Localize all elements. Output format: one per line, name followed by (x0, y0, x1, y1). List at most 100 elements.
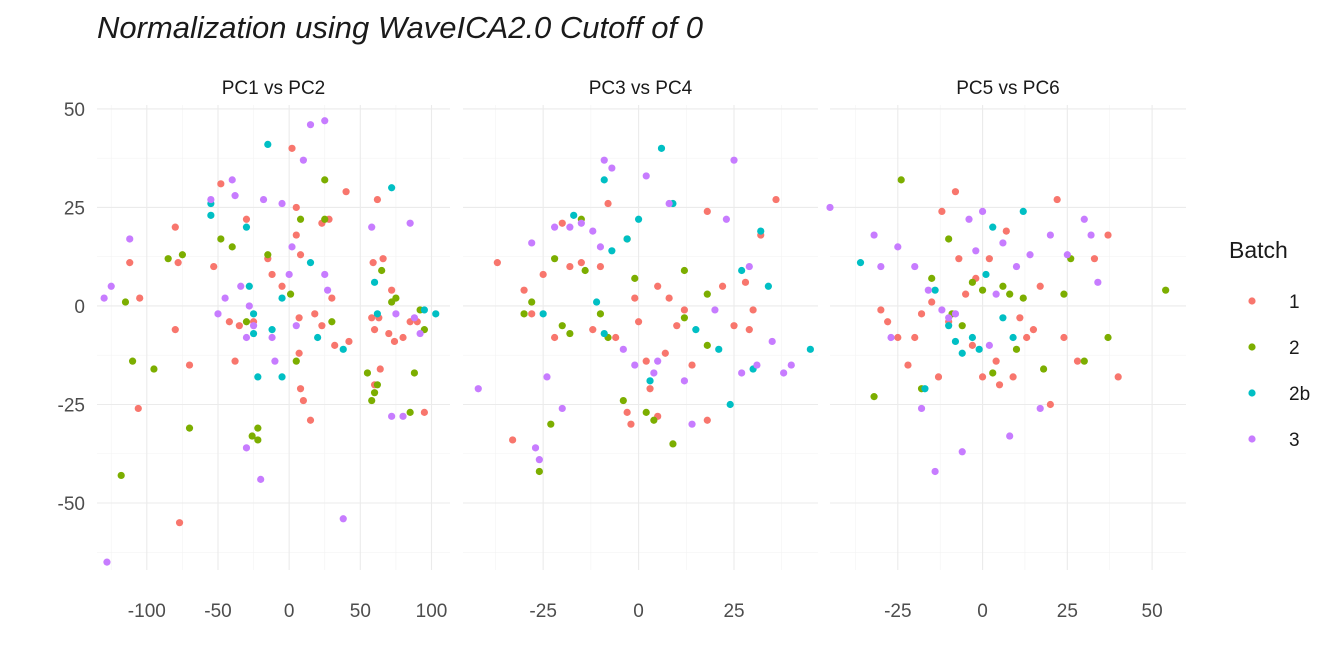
data-point-batch-3 (207, 195, 215, 204)
x-tick-label: 50 (1142, 601, 1163, 622)
data-point-batch-1 (955, 255, 963, 263)
data-point-batch-1 (627, 420, 635, 428)
data-point-batch-3 (278, 199, 286, 208)
data-point-batch-1 (134, 404, 142, 413)
data-point-batch-2 (558, 322, 566, 330)
data-point-batch-2 (631, 274, 639, 282)
data-point-batch-1 (306, 416, 315, 424)
data-point-batch-1 (175, 519, 184, 527)
data-point-batch-2b (646, 377, 654, 385)
data-point-batch-2b (249, 310, 258, 318)
data-point-batch-2b (245, 282, 253, 290)
data-point-batch-2b (657, 144, 666, 152)
data-point-batch-1 (174, 259, 182, 267)
data-point-batch-1 (589, 326, 597, 334)
data-point-batch-2 (164, 255, 172, 263)
data-point-batch-1 (703, 416, 711, 424)
y-axis: 50 25 0 -25 -50 (58, 100, 85, 515)
data-point-batch-2b (999, 314, 1007, 322)
data-point-batch-3 (242, 444, 251, 452)
data-point-batch-2 (117, 471, 125, 480)
data-point-batch-3 (566, 223, 574, 231)
data-point-batch-3 (589, 227, 597, 235)
data-point-batch-3 (945, 314, 953, 322)
data-point-batch-2 (368, 396, 376, 405)
data-point-batch-1 (917, 310, 926, 318)
data-point-batch-1 (385, 329, 393, 338)
data-point-batch-3 (654, 357, 662, 365)
data-point-batch-1 (730, 322, 738, 330)
data-point-batch-3 (619, 345, 627, 353)
data-point-batch-2b (715, 345, 723, 353)
data-point-batch-2b (692, 326, 700, 334)
data-point-batch-1 (596, 262, 605, 271)
data-point-batch-3 (1087, 231, 1095, 239)
data-point-batch-1 (299, 396, 307, 405)
data-point-batch-1 (345, 337, 353, 346)
data-point-batch-1 (288, 144, 296, 152)
data-point-batch-3 (1026, 251, 1034, 259)
data-point-batch-1 (551, 333, 559, 342)
data-point-batch-2 (968, 278, 977, 286)
data-point-batch-3 (730, 156, 738, 164)
data-point-batch-3 (768, 337, 776, 346)
data-point-batch-1 (399, 333, 407, 342)
data-point-batch-2 (1162, 286, 1170, 294)
data-point-batch-1 (328, 294, 336, 302)
data-point-batch-2b (373, 310, 382, 318)
data-point-batch-1 (1060, 333, 1068, 342)
data-point-batch-3 (894, 243, 902, 251)
data-point-batch-3 (577, 219, 585, 227)
data-point-batch-3 (688, 420, 696, 428)
data-point-batch-3 (406, 219, 414, 227)
data-point-batch-1 (295, 349, 303, 357)
data-point-batch-1 (185, 361, 194, 369)
data-point-batch-2 (150, 365, 158, 373)
data-point-batch-1 (292, 231, 300, 239)
data-point-batch-2 (254, 436, 262, 444)
data-point-batch-1 (1090, 255, 1099, 263)
data-point-batch-2 (551, 255, 559, 263)
x-tick-label: 0 (633, 601, 644, 622)
data-point-batch-1 (642, 357, 650, 365)
data-point-batch-3 (753, 361, 761, 369)
data-point-batch-3 (1063, 251, 1071, 259)
data-point-batch-1 (703, 207, 711, 215)
data-point-batch-3 (399, 412, 407, 420)
data-point-batch-3 (242, 333, 251, 342)
data-point-batch-2 (178, 251, 187, 259)
data-point-batch-1 (995, 381, 1004, 389)
data-point-batch-2 (596, 310, 605, 318)
data-point-batch-2b (608, 247, 616, 255)
data-point-batch-2 (978, 286, 987, 294)
data-point-batch-1 (604, 199, 612, 208)
data-point-batch-1 (278, 282, 286, 290)
data-point-batch-2 (286, 290, 295, 298)
data-point-batch-2 (392, 294, 400, 302)
y-tick-label: 0 (74, 297, 85, 318)
data-point-batch-3 (249, 322, 258, 330)
data-point-batch-3 (1046, 231, 1054, 239)
data-point-batch-3 (877, 262, 885, 271)
data-point-batch-1 (295, 314, 303, 322)
panel-title: PC3 vs PC4 (589, 78, 693, 99)
data-point-batch-1 (126, 259, 134, 267)
data-point-batch-2 (242, 318, 251, 326)
data-point-batch-2b (314, 333, 322, 342)
data-point-batch-2b (1009, 333, 1017, 342)
data-point-batch-3 (228, 176, 236, 184)
data-point-batch-3 (931, 467, 939, 476)
data-point-batch-1 (741, 278, 750, 286)
data-point-batch-3 (924, 286, 932, 294)
data-point-batch-1 (242, 215, 251, 223)
panel-grid (463, 105, 818, 570)
data-point-batch-1 (136, 294, 144, 302)
data-point-batch-3 (951, 310, 960, 318)
data-point-batch-2 (328, 318, 336, 326)
data-point-batch-1 (1023, 333, 1031, 342)
data-point-batch-1 (171, 326, 179, 334)
data-point-batch-3 (368, 223, 376, 231)
data-point-batch-3 (1006, 432, 1014, 440)
data-point-batch-2 (248, 432, 256, 440)
